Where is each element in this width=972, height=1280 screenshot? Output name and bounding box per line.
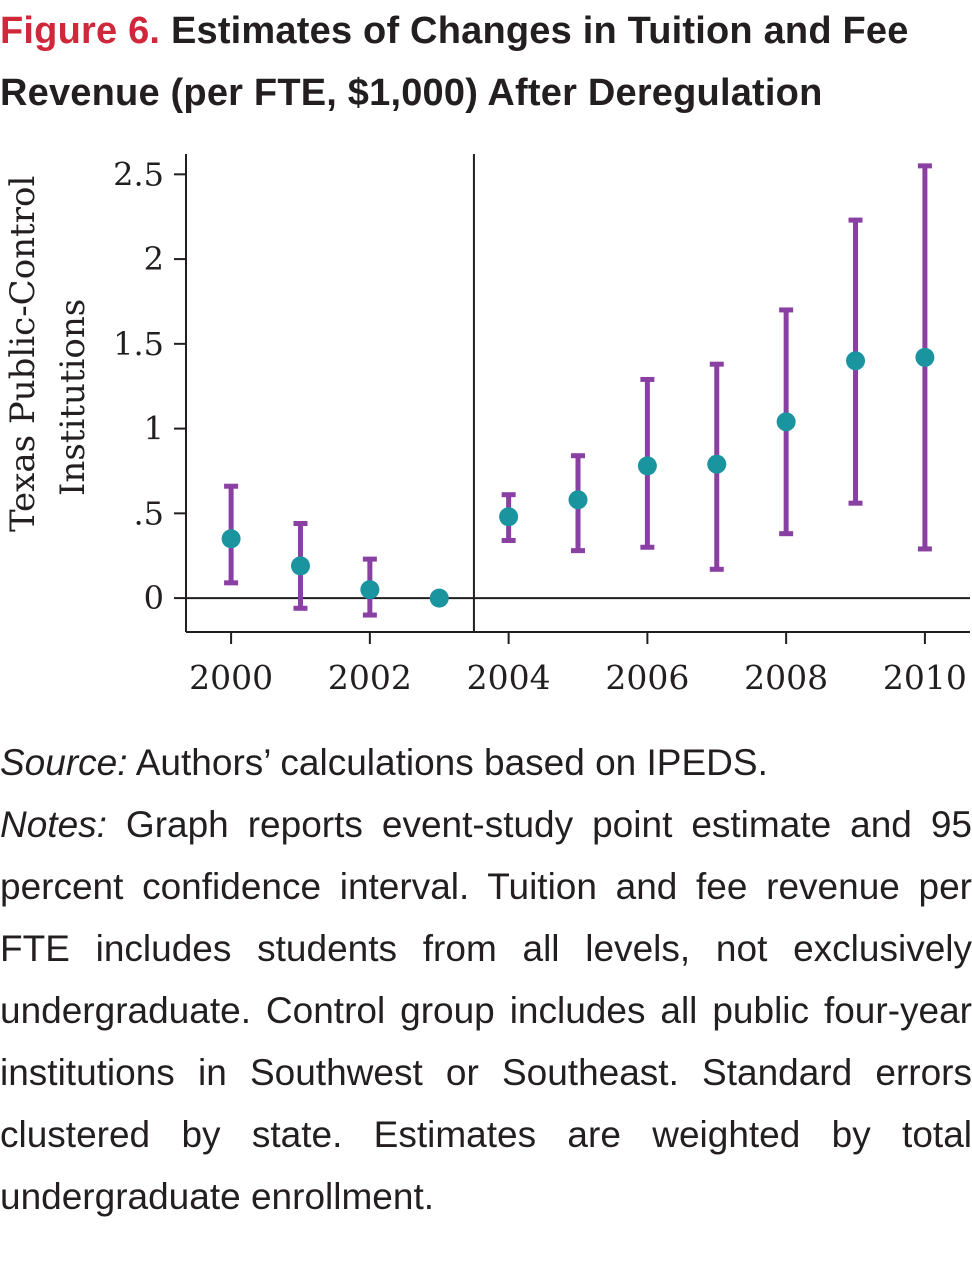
source-note: Source: Authors’ calculations based on I… [0, 732, 972, 794]
event-study-chart: 0 .5 1 1.5 2 2.5 2000 2002 2004 2006 2008 2010 Tex… [3, 154, 970, 697]
figure-title: Figure 6. Estimates of Changes in Tuitio… [0, 0, 972, 124]
source-text: Authors’ calculations based on IPEDS. [127, 742, 768, 783]
figure-label: Figure 6. [0, 10, 161, 52]
y-tick-label: 2 [144, 240, 164, 278]
y-axis-label-line1: Texas Public-Control [3, 176, 43, 532]
notes: Notes: Graph reports event-study point e… [0, 794, 972, 1228]
confidence-intervals [224, 163, 932, 618]
y-tick-label: 0 [144, 579, 164, 617]
point-estimates [221, 347, 935, 608]
y-tick-label: 1 [144, 410, 164, 448]
point-estimate-2003 [429, 588, 449, 608]
point-estimate-2002 [360, 580, 380, 600]
point-estimate-2008 [776, 412, 796, 432]
x-tick-labels: 2000 2002 2004 2006 2008 2010 [189, 658, 967, 697]
y-tick-label: .5 [133, 494, 164, 532]
point-estimate-2005 [568, 490, 588, 510]
y-tick-label: 1.5 [113, 325, 164, 363]
figure-title-text: Estimates of Changes in Tuition and Fee … [0, 10, 909, 114]
x-tick-label: 2004 [467, 658, 551, 697]
source-label: Source: [0, 742, 128, 783]
point-estimate-2009 [846, 351, 866, 371]
x-tick-label: 2002 [328, 658, 412, 697]
x-tick-label: 2008 [744, 658, 828, 697]
notes-label: Notes: [0, 804, 107, 845]
chart-axes [174, 154, 970, 644]
x-tick-label: 2006 [605, 658, 689, 697]
point-estimate-2006 [637, 456, 657, 476]
point-estimate-2001 [290, 556, 310, 576]
y-tick-label: 2.5 [113, 155, 164, 193]
figure-caption: Source: Authors’ calculations based on I… [0, 732, 972, 1228]
point-estimate-2004 [499, 507, 519, 527]
x-tick-label: 2010 [883, 658, 967, 697]
point-estimate-2007 [707, 454, 727, 474]
y-axis-label-line2: Institutions [53, 299, 93, 496]
notes-text: Graph reports event-study point estimate… [0, 804, 972, 1217]
y-tick-labels: 0 .5 1 1.5 2 2.5 [113, 155, 164, 617]
x-tick-label: 2000 [189, 658, 273, 697]
reference-lines [186, 154, 970, 632]
point-estimate-2000 [221, 529, 241, 549]
point-estimate-2010 [915, 347, 935, 367]
